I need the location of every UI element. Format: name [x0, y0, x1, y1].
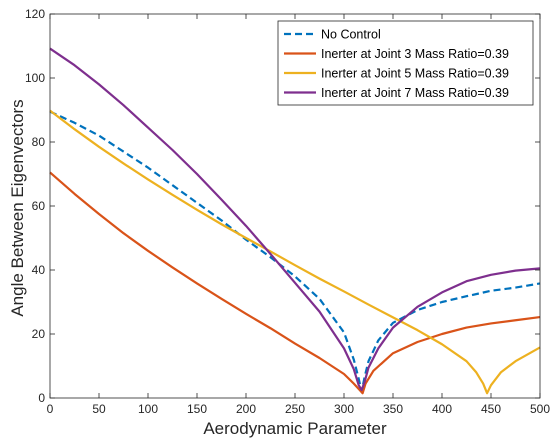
x-tick-label: 400: [432, 402, 452, 416]
x-tick-label: 500: [530, 402, 550, 416]
x-tick-label: 250: [285, 402, 305, 416]
legend-label-3: Inerter at Joint 5 Mass Ratio=0.39: [321, 67, 509, 81]
x-tick-label: 350: [383, 402, 403, 416]
y-axis-label: Angle Between Eigenvectors: [8, 99, 27, 316]
y-tick-label: 120: [25, 7, 45, 21]
x-tick-label: 100: [138, 402, 158, 416]
y-tick-label: 80: [32, 135, 46, 149]
x-tick-label: 450: [481, 402, 501, 416]
legend-label-4: Inerter at Joint 7 Mass Ratio=0.39: [321, 86, 509, 100]
series-line-1: [49, 110, 541, 393]
x-axis-label: Aerodynamic Parameter: [203, 419, 387, 438]
series-line-2: [49, 171, 541, 395]
x-tick-label: 150: [187, 402, 207, 416]
series-line-4: [49, 47, 541, 392]
x-tick-label: 0: [47, 402, 54, 416]
x-tick-label: 200: [236, 402, 256, 416]
series-group: [49, 47, 541, 395]
y-tick-label: 100: [25, 71, 45, 85]
legend-label-1: No Control: [321, 28, 381, 42]
series-line-3: [49, 109, 541, 395]
x-tick-label: 50: [92, 402, 106, 416]
legend-label-2: Inerter at Joint 3 Mass Ratio=0.39: [321, 47, 509, 61]
y-tick-label: 0: [38, 391, 45, 405]
y-tick-label: 20: [32, 327, 46, 341]
legend-box: [277, 20, 534, 106]
y-tick-label: 40: [32, 263, 46, 277]
legend: No Control Inerter at Joint 3 Mass Ratio=…: [277, 20, 534, 106]
x-tick-label: 300: [334, 402, 354, 416]
y-tick-label: 60: [32, 199, 46, 213]
